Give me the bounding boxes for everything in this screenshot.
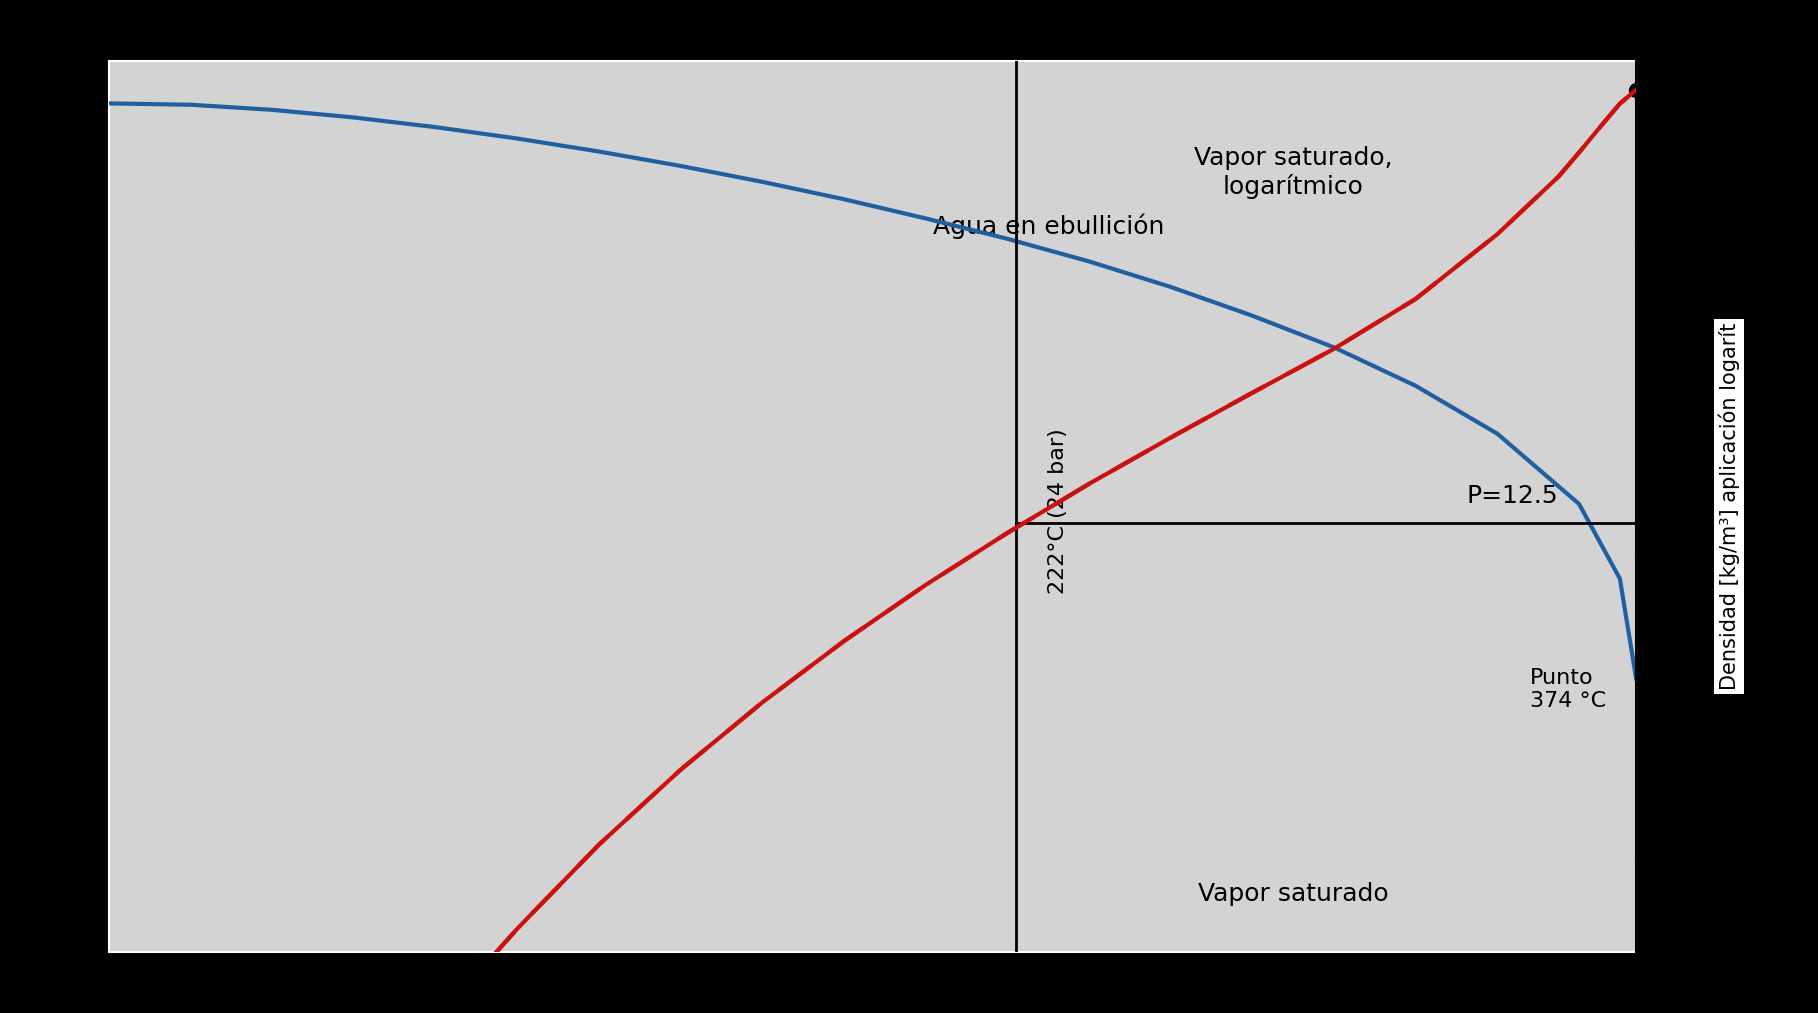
Text: Agua en ebullición: Agua en ebullición [933, 214, 1164, 239]
Y-axis label: Densidad [kg/m³] aplicación logarít: Densidad [kg/m³] aplicación logarít [1718, 323, 1740, 690]
Text: P=12.5: P=12.5 [1467, 483, 1558, 508]
Text: 222°C (24 bar): 222°C (24 bar) [1049, 427, 1069, 594]
Text: Vapor saturado,
logarítmico: Vapor saturado, logarítmico [1194, 146, 1393, 199]
Text: Punto
374 °C: Punto 374 °C [1531, 668, 1605, 711]
Text: Vapor saturado: Vapor saturado [1198, 881, 1389, 906]
